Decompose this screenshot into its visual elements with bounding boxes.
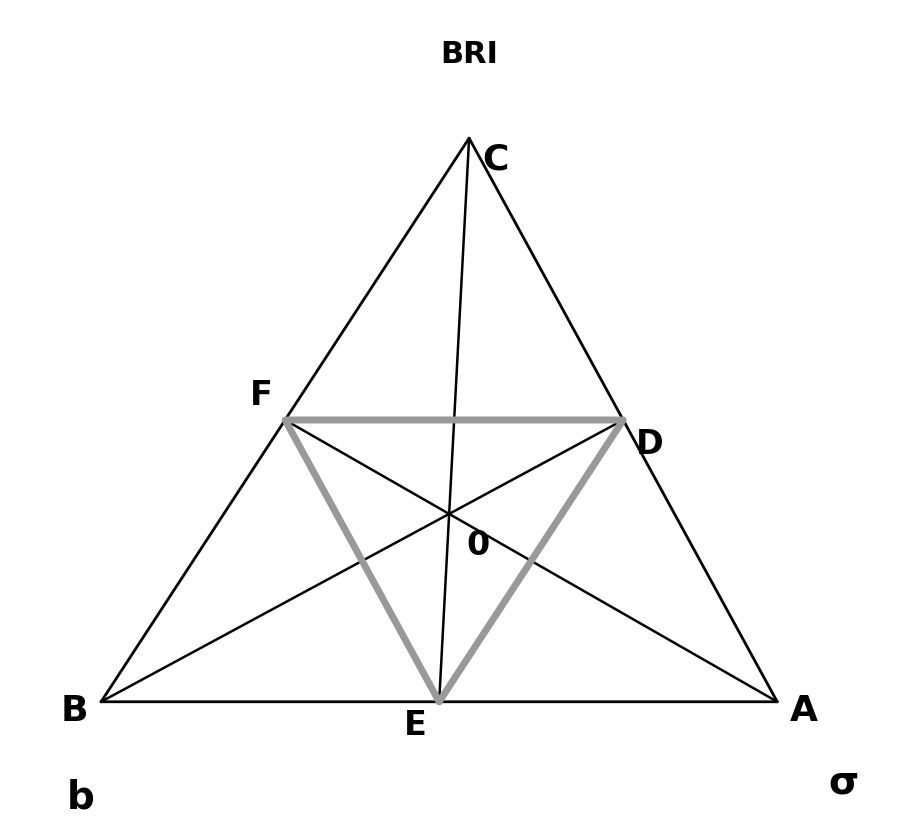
- Text: F: F: [249, 379, 272, 412]
- Text: b: b: [67, 779, 95, 817]
- Text: B: B: [61, 694, 88, 728]
- Text: D: D: [636, 428, 663, 461]
- Text: A: A: [789, 694, 817, 728]
- Text: E: E: [403, 710, 426, 742]
- Text: σ: σ: [828, 764, 858, 801]
- Text: BRI: BRI: [440, 40, 498, 69]
- Text: 0: 0: [466, 529, 489, 562]
- Text: C: C: [481, 142, 507, 176]
